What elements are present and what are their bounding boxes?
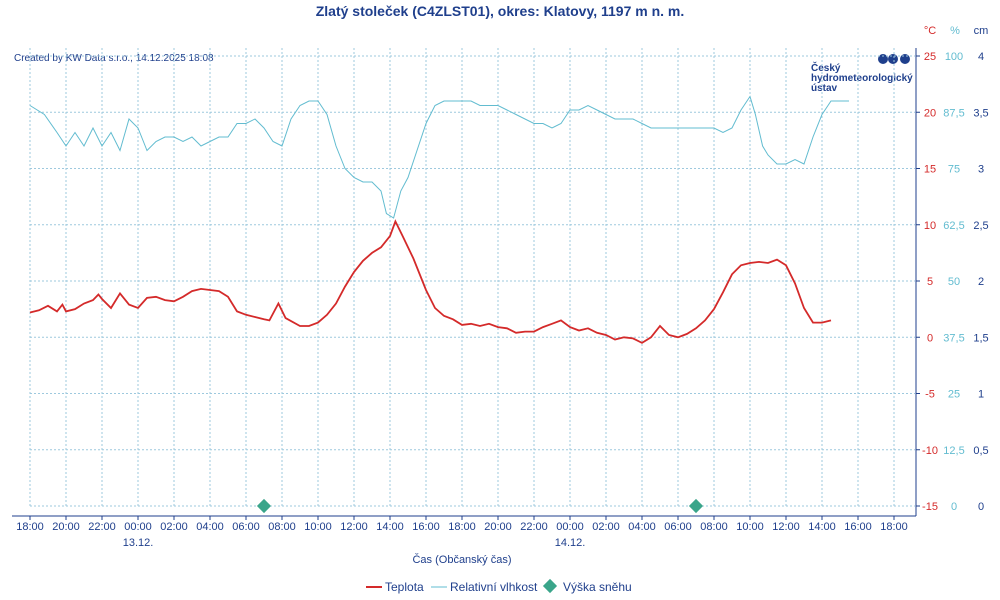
y-tick-snow: 3 [978,164,984,176]
y-tick-temp: -5 [925,389,935,401]
y-tick-hum: 100 [945,51,963,63]
logo-line-2: hydrometeorologický [811,73,913,84]
x-tick-label: 10:00 [304,521,332,533]
y-tick-hum: 12,5 [943,445,964,457]
unit-humidity-label: % [950,25,960,37]
legend-swatch-snow [542,578,558,594]
x-tick-label: 04:00 [628,521,656,533]
x-tick-label: 16:00 [412,521,440,533]
x-axis-ticks: 18:00 20:00 22:00 00:00 02:00 04:00 06:00 08:00… [16,521,908,549]
x-tick-label: 22:00 [520,521,548,533]
x-tick-label: 08:00 [268,521,296,533]
chmi-logo: Český hydrometeorologický ústav [811,54,913,94]
x-tick-label: 20:00 [484,521,512,533]
y-tick-hum: 0 [951,501,957,513]
legend: Teplota Relativní vlhkost Výška sněhu [366,578,632,594]
y-axis-ticks: 2520151050-5-10-1510087,57562,55037,5251… [922,51,989,513]
x-tick-label: 18:00 [16,521,44,533]
logo-dot-2 [888,54,898,64]
x-tick-label: 18:00 [448,521,476,533]
x-tick-label: 04:00 [196,521,224,533]
x-tick-label: 18:00 [880,521,908,533]
y-tick-snow: 2,5 [973,220,988,232]
unit-snow-label: cm [974,25,989,37]
created-by-note: Created by KW Data s.r.o., 14.12.2025 18… [14,53,214,64]
x-tick-label: 08:00 [700,521,728,533]
x-tick-label: 22:00 [88,521,116,533]
y-tick-snow: 2 [978,276,984,288]
series-layer [29,95,849,514]
x-tick-label: 00:00 [124,521,152,533]
y-tick-temp: 0 [927,332,933,344]
y-tick-snow: 1,5 [973,332,988,344]
y-tick-hum: 25 [948,389,960,401]
y-tick-temp: 5 [927,276,933,288]
y-tick-snow: 4 [978,51,984,63]
chart-title: Zlatý stoleček (C4ZLST01), okres: Klatov… [316,3,685,19]
x-tick-label: 12:00 [772,521,800,533]
x-tick-label: 14:00 [808,521,836,533]
x-tick-label: 10:00 [736,521,764,533]
date-label: 13.12. [123,537,154,549]
y-tick-temp: 25 [924,51,936,63]
humidity-line [29,95,849,219]
y-tick-snow: 0 [978,501,984,513]
x-tick-label: 14:00 [376,521,404,533]
temperature-line [29,219,832,344]
y-tick-snow: 0,5 [973,445,988,457]
x-axis-label: Čas (Občanský čas) [412,553,511,566]
grid [29,48,915,507]
y-tick-hum: 87,5 [943,107,964,119]
logo-line-3: ústav [811,83,838,94]
legend-humidity: Relativní vlhkost [450,580,538,594]
x-tick-label: 00:00 [556,521,584,533]
y-tick-temp: -15 [922,501,938,513]
x-tick-label: 02:00 [160,521,188,533]
y-tick-snow: 1 [978,389,984,401]
logo-dot-3 [900,54,910,64]
unit-temp-label: °C [924,25,936,37]
y-tick-hum: 50 [948,276,960,288]
y-tick-hum: 62,5 [943,220,964,232]
x-tick-label: 12:00 [340,521,368,533]
axes [12,48,920,520]
y-tick-temp: 10 [924,220,936,232]
snow-marker [256,498,272,514]
logo-line-1: Český [811,61,841,74]
x-tick-label: 06:00 [232,521,260,533]
y-tick-hum: 37,5 [943,332,964,344]
y-tick-temp: 15 [924,164,936,176]
legend-snow: Výška sněhu [563,580,632,594]
date-label: 14.12. [555,537,586,549]
y-tick-temp: -10 [922,445,938,457]
legend-temp: Teplota [385,580,424,594]
snow-marker [688,498,704,514]
logo-dot-1 [878,54,888,64]
y-tick-temp: 20 [924,107,936,119]
y-tick-snow: 3,5 [973,107,988,119]
x-tick-label: 16:00 [844,521,872,533]
x-tick-label: 06:00 [664,521,692,533]
x-tick-label: 20:00 [52,521,80,533]
x-tick-label: 02:00 [592,521,620,533]
y-tick-hum: 75 [948,164,960,176]
